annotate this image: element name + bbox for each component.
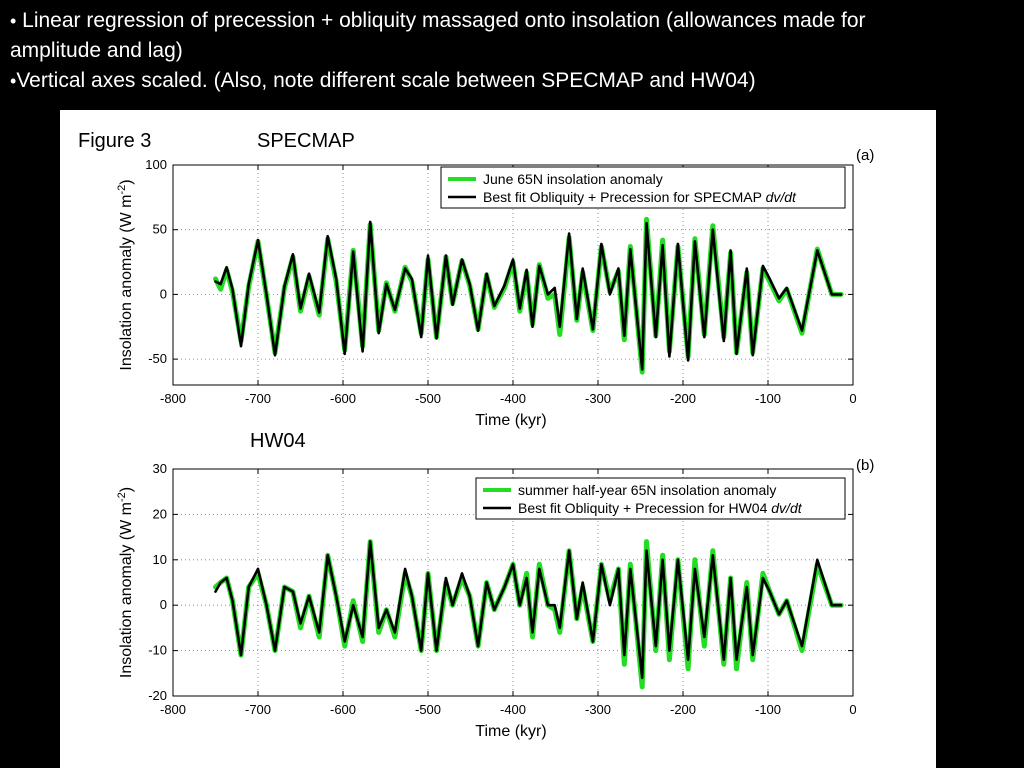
x-tick-label: -700 <box>245 391 271 406</box>
series-line-insolation <box>213 539 844 690</box>
panel-label: (b) <box>856 457 874 474</box>
legend-label: June 65N insolation anomaly <box>483 171 663 187</box>
y-axis-label: Insolation anomaly (W m-2) <box>116 487 135 678</box>
x-tick-label: -500 <box>415 702 441 717</box>
x-tick-label: -500 <box>415 391 441 406</box>
bullet-2-text: Vertical axes scaled. (Also, note differ… <box>16 69 756 92</box>
x-tick-label: -300 <box>585 391 611 406</box>
panel-label: (a) <box>856 147 874 164</box>
x-tick-label: -600 <box>330 702 356 717</box>
x-tick-label: -800 <box>160 702 186 717</box>
y-tick-label: -20 <box>148 688 167 703</box>
x-tick-label: -200 <box>670 702 696 717</box>
y-axis-label: Insolation anomaly (W m-2) <box>116 179 135 370</box>
legend-box <box>475 477 846 520</box>
y-tick-label: 100 <box>145 157 167 172</box>
legend: June 65N insolation anomaly Best fit Obli… <box>440 166 846 209</box>
y-tick-label: -50 <box>148 351 167 366</box>
figure-label: Figure 3 <box>78 130 151 152</box>
y-tick-label: 30 <box>153 461 167 476</box>
x-tick-label: -700 <box>245 702 271 717</box>
x-tick-label: -300 <box>585 702 611 717</box>
x-axis-label: Time (kyr) <box>475 412 546 429</box>
chart-heading: HW04 <box>250 430 306 452</box>
x-tick-label: -800 <box>160 391 186 406</box>
y-tick-label: 0 <box>160 286 167 301</box>
bullet-glyph: • <box>10 71 17 91</box>
y-tick-label: 20 <box>153 506 167 521</box>
legend-label: summer half-year 65N insolation anomaly <box>518 482 776 498</box>
x-tick-label: 0 <box>849 391 856 406</box>
y-tick-label: 0 <box>160 597 167 612</box>
chart-specmap: SPECMAP(a)-800 -700 -600 -500 -400 -300 -200 -1… <box>116 130 874 429</box>
x-tick-label: -400 <box>500 391 526 406</box>
y-tick-label: -10 <box>148 643 167 658</box>
legend-box <box>440 166 846 209</box>
y-tick-label: 50 <box>153 222 167 237</box>
chart-hw04: HW04(b)-800 -700 -600 -500 -400 -300 -200 -100 0… <box>116 430 874 740</box>
x-axis-label: Time (kyr) <box>475 723 546 740</box>
bullet-1-text: Linear regression of precession + obliqu… <box>16 9 866 32</box>
y-tick-label: 10 <box>153 552 167 567</box>
series-line-best-fit <box>214 220 843 371</box>
legend-label: Best fit Obliquity + Precession for SPEC… <box>483 189 797 205</box>
figure-panel <box>60 110 936 768</box>
slide-bullets: • Linear regression of precession + obli… <box>10 6 1010 96</box>
legend-label: Best fit Obliquity + Precession for HW04… <box>518 500 803 516</box>
x-tick-label: -600 <box>330 391 356 406</box>
bullet-glyph: • <box>10 11 17 31</box>
x-tick-label: -200 <box>670 391 696 406</box>
bullet-1-line-2: amplitude and lag) <box>10 39 183 62</box>
x-tick-label: -400 <box>500 702 526 717</box>
bullet-1-line-1: • Linear regression of precession + obli… <box>10 6 1010 36</box>
series-line-best-fit <box>214 540 843 680</box>
bullet-2: •Vertical axes scaled. (Also, note diffe… <box>10 66 1010 96</box>
x-tick-label: -100 <box>755 702 781 717</box>
legend: summer half-year 65N insolation anomaly B… <box>475 477 846 520</box>
x-tick-label: 0 <box>849 702 856 717</box>
chart-heading: SPECMAP <box>257 130 355 152</box>
x-tick-label: -100 <box>755 391 781 406</box>
